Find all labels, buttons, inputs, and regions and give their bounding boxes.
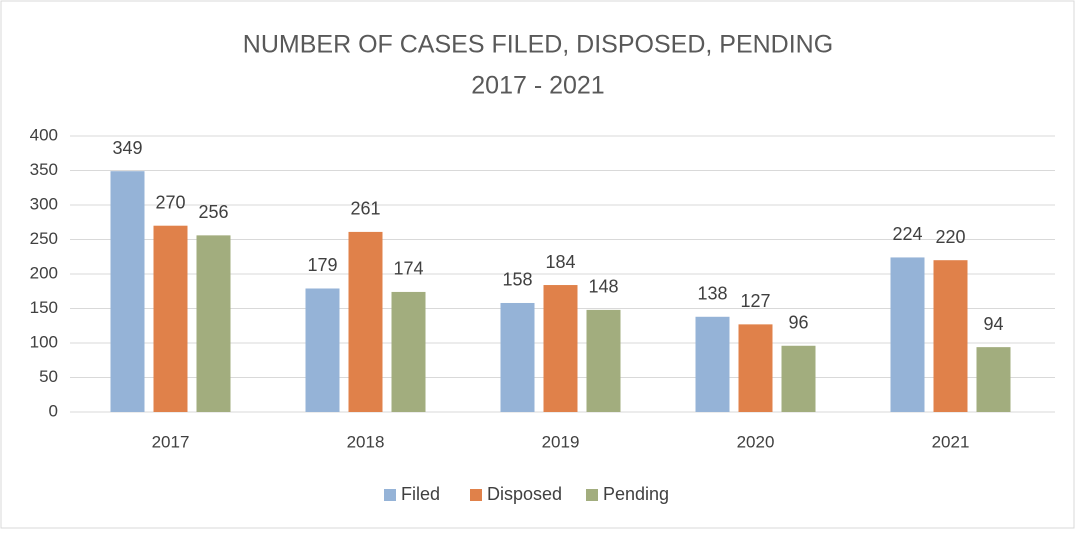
- value-label: 256: [198, 202, 228, 222]
- legend-swatch: [586, 489, 598, 501]
- bar: [543, 285, 578, 412]
- bar: [391, 291, 426, 412]
- value-label: 261: [350, 199, 380, 219]
- chart-subtitle: 2017 - 2021: [471, 72, 604, 100]
- value-label: 148: [588, 277, 618, 297]
- bar: [781, 345, 816, 412]
- legend-swatch: [384, 489, 396, 501]
- value-label: 270: [155, 192, 185, 212]
- bar: [196, 235, 231, 412]
- value-label: 138: [697, 284, 727, 304]
- y-tick-label: 50: [39, 367, 58, 386]
- bar: [695, 316, 730, 412]
- y-tick-label: 400: [30, 125, 58, 144]
- bar: [933, 260, 968, 412]
- y-tick-label: 100: [30, 332, 58, 351]
- bar: [305, 288, 340, 412]
- value-label: 94: [983, 314, 1003, 334]
- value-label: 224: [892, 224, 922, 244]
- chart-title: NUMBER OF CASES FILED, DISPOSED, PENDING: [243, 31, 833, 59]
- x-tick-label: 2019: [542, 432, 580, 451]
- y-tick-label: 200: [30, 263, 58, 282]
- value-label: 220: [935, 227, 965, 247]
- value-label: 158: [502, 270, 532, 290]
- legend-label: Disposed: [487, 484, 562, 504]
- value-label: 349: [112, 138, 142, 158]
- legend-swatch: [470, 489, 482, 501]
- value-label: 96: [788, 313, 808, 333]
- bar: [110, 171, 145, 412]
- bar: [586, 309, 621, 412]
- x-tick-label: 2020: [737, 432, 775, 451]
- legend-label: Pending: [603, 484, 669, 504]
- value-label: 179: [307, 255, 337, 275]
- y-tick-label: 250: [30, 229, 58, 248]
- x-tick-label: 2018: [347, 432, 385, 451]
- bar: [738, 324, 773, 412]
- bar: [348, 231, 383, 412]
- y-tick-label: 150: [30, 298, 58, 317]
- y-tick-label: 350: [30, 160, 58, 179]
- bar: [500, 302, 535, 412]
- bar: [890, 257, 925, 412]
- y-tick-label: 300: [30, 194, 58, 213]
- value-label: 174: [393, 259, 423, 279]
- x-tick-label: 2021: [932, 432, 970, 451]
- value-label: 184: [545, 252, 575, 272]
- bar: [976, 347, 1011, 412]
- bar: [153, 225, 188, 412]
- y-tick-label: 0: [49, 401, 58, 420]
- value-label: 127: [740, 291, 770, 311]
- x-tick-label: 2017: [152, 432, 190, 451]
- legend-label: Filed: [401, 484, 440, 504]
